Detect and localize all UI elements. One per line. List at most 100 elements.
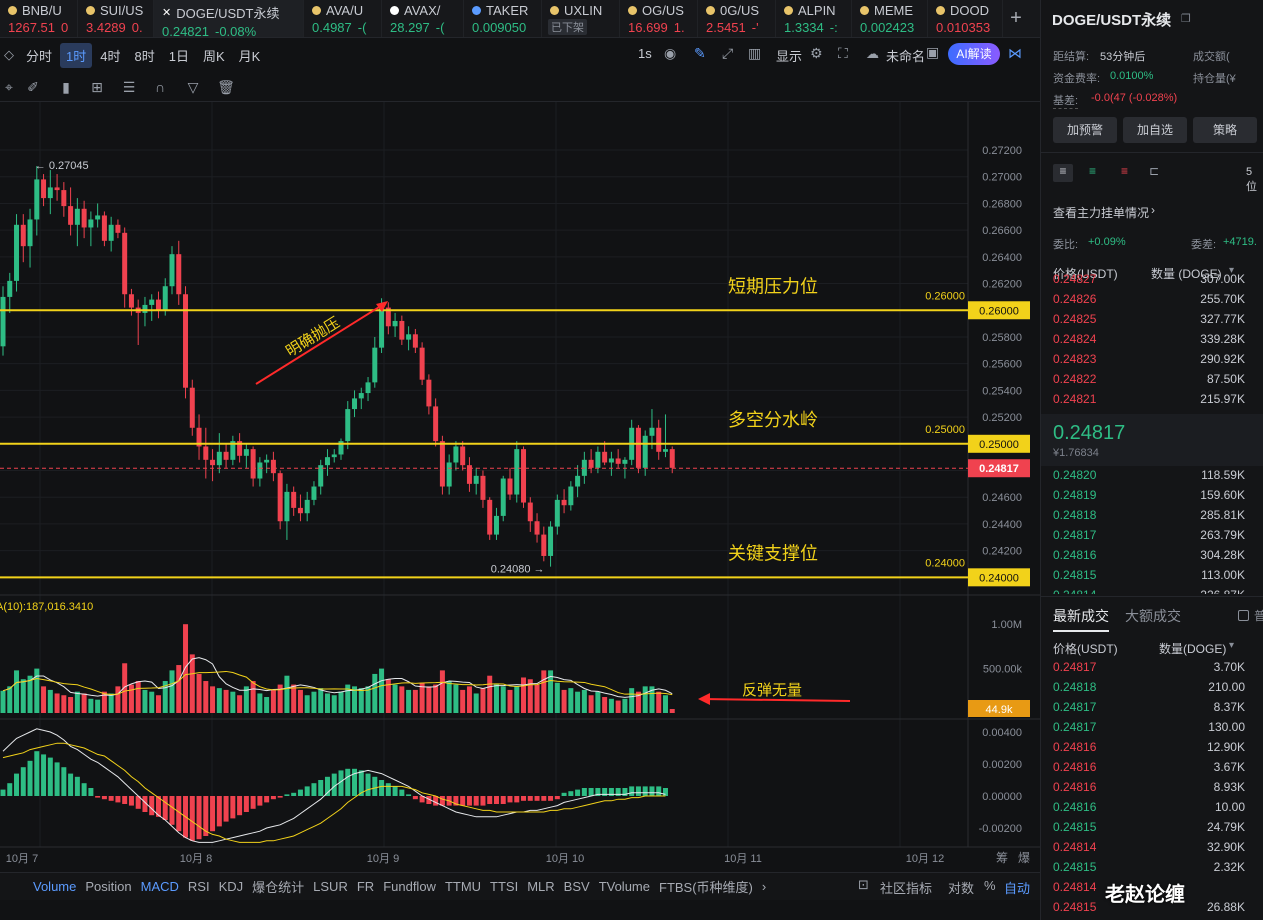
candle[interactable] bbox=[264, 454, 270, 474]
symbol-tab[interactable]: MEME 0.002423 bbox=[852, 0, 928, 37]
settings-icon[interactable]: ⚙ bbox=[810, 45, 823, 61]
symbol-tab[interactable]: BNB/U 1267.51 0 bbox=[0, 0, 78, 37]
candle[interactable] bbox=[392, 312, 398, 337]
indicator-4[interactable]: KDJ bbox=[218, 879, 244, 894]
tab-large-trades[interactable]: 大额成交 bbox=[1125, 608, 1181, 624]
candle[interactable] bbox=[68, 187, 74, 236]
candle-type-icon[interactable]: ▮ bbox=[62, 79, 70, 95]
camera-icon[interactable]: ◉ bbox=[664, 45, 677, 61]
candle[interactable] bbox=[183, 286, 189, 399]
tab-latest-trades[interactable]: 最新成交 bbox=[1053, 608, 1109, 624]
orderbook-row[interactable]: 0.24826 255.70K bbox=[1053, 292, 1253, 312]
candle[interactable] bbox=[575, 465, 581, 498]
candle[interactable] bbox=[439, 435, 445, 495]
candle[interactable] bbox=[324, 449, 330, 476]
candle[interactable] bbox=[433, 398, 439, 447]
candle[interactable] bbox=[237, 433, 243, 463]
percent-toggle[interactable]: % bbox=[984, 878, 996, 893]
book-bids-icon[interactable]: ≡ bbox=[1089, 164, 1097, 178]
candle[interactable] bbox=[115, 219, 121, 239]
indicator-10[interactable]: TTSI bbox=[490, 879, 519, 894]
candle[interactable] bbox=[406, 326, 412, 351]
candle[interactable] bbox=[615, 449, 621, 468]
candle[interactable] bbox=[500, 475, 506, 522]
cursor-icon[interactable]: ⌖ bbox=[5, 79, 13, 95]
candle[interactable] bbox=[514, 441, 520, 503]
timeframe-collapse-icon[interactable]: ◇ bbox=[4, 47, 14, 62]
candle[interactable] bbox=[642, 430, 648, 476]
candle[interactable] bbox=[41, 174, 47, 207]
candle[interactable] bbox=[534, 513, 540, 543]
candle[interactable] bbox=[493, 507, 499, 540]
timeframe-6[interactable]: 月K bbox=[238, 48, 261, 64]
candle[interactable] bbox=[20, 214, 26, 263]
candle[interactable] bbox=[608, 451, 614, 476]
candle[interactable] bbox=[81, 200, 87, 239]
indicator-6[interactable]: LSUR bbox=[313, 879, 348, 894]
candle[interactable] bbox=[277, 470, 283, 530]
filter-icon[interactable]: ▽ bbox=[187, 79, 199, 95]
candle[interactable] bbox=[216, 433, 222, 474]
candle[interactable] bbox=[0, 286, 6, 356]
candle[interactable] bbox=[554, 494, 560, 535]
trash-icon[interactable]: 🗑 bbox=[217, 79, 235, 95]
candle[interactable] bbox=[453, 441, 459, 471]
symbol-tab[interactable]: ALPIN 1.3334 -: bbox=[776, 0, 852, 37]
orderbook-row[interactable]: 0.24819 159.60K bbox=[1053, 488, 1253, 508]
candle[interactable] bbox=[223, 443, 229, 468]
orderbook-row[interactable]: 0.24827 307.00K bbox=[1053, 272, 1253, 292]
candle[interactable] bbox=[568, 481, 574, 511]
candle[interactable] bbox=[595, 446, 601, 474]
indicator-12[interactable]: BSV bbox=[563, 879, 590, 894]
candle[interactable] bbox=[142, 296, 148, 327]
orderbook-row[interactable]: 0.24820 118.59K bbox=[1053, 468, 1253, 488]
layout-name[interactable]: 未命名 bbox=[886, 49, 926, 64]
candle[interactable] bbox=[426, 374, 432, 415]
candle[interactable] bbox=[54, 174, 60, 201]
candle[interactable] bbox=[345, 401, 351, 450]
indicator-2[interactable]: MACD bbox=[140, 879, 179, 894]
candle[interactable] bbox=[635, 425, 641, 474]
symbol-tab[interactable]: SUI/US 3.4289 0. bbox=[78, 0, 154, 37]
timeframe-5[interactable]: 周K bbox=[202, 48, 225, 64]
candle[interactable] bbox=[372, 336, 378, 388]
candle[interactable] bbox=[656, 419, 662, 460]
candle[interactable] bbox=[196, 414, 202, 460]
symbol-tab[interactable]: AVA/U 0.4987 -( bbox=[304, 0, 382, 37]
candle[interactable] bbox=[176, 240, 182, 305]
interval-selector[interactable]: 1s bbox=[638, 46, 652, 61]
orderbook-row[interactable]: 0.24817 263.79K bbox=[1053, 528, 1253, 548]
add-alert-button[interactable]: 加预警 bbox=[1053, 117, 1117, 143]
symbol-tab[interactable]: ✕ DOGE/USDT永续 0.24821 -0.08% bbox=[154, 0, 304, 37]
orderbook-row[interactable]: 0.24823 290.92K bbox=[1053, 352, 1253, 372]
share-icon[interactable]: ⋈ bbox=[1008, 45, 1022, 61]
indicator-5[interactable]: 爆仓统计 bbox=[252, 880, 305, 895]
community-indicators[interactable]: 社区指标 bbox=[880, 881, 933, 896]
template-icon[interactable]: ☰ bbox=[122, 79, 136, 95]
timeframe-4[interactable]: 1日 bbox=[168, 48, 189, 64]
chip-toggle[interactable]: 筹 bbox=[996, 851, 1008, 865]
timeframe-0[interactable]: 分时 bbox=[26, 48, 53, 64]
chart-area[interactable]: 0.27200 0.27000 0.26800 0.26600 0.26400 0.262… bbox=[0, 102, 1040, 872]
filter-checkbox[interactable] bbox=[1238, 610, 1249, 621]
candle[interactable] bbox=[128, 288, 134, 316]
orderbook-row[interactable]: 0.24822 87.50K bbox=[1053, 372, 1253, 392]
candle[interactable] bbox=[358, 387, 364, 410]
candle[interactable] bbox=[88, 211, 94, 247]
candle[interactable] bbox=[74, 198, 80, 247]
candle[interactable] bbox=[135, 299, 141, 345]
candle[interactable] bbox=[487, 497, 493, 540]
candle[interactable] bbox=[230, 435, 236, 466]
indicator-13[interactable]: TVolume bbox=[598, 879, 650, 894]
indicator-3[interactable]: RSI bbox=[187, 879, 210, 894]
candle[interactable] bbox=[352, 390, 358, 418]
orderbook-row[interactable]: 0.24815 113.00K bbox=[1053, 568, 1253, 588]
candle[interactable] bbox=[446, 454, 452, 495]
indicator-14[interactable]: FTBS(币种维度) bbox=[659, 880, 753, 895]
candle[interactable] bbox=[47, 170, 53, 215]
candle[interactable] bbox=[602, 441, 608, 466]
candle[interactable] bbox=[149, 294, 155, 321]
candle[interactable] bbox=[588, 449, 594, 474]
cloud-icon[interactable]: ☁ bbox=[866, 46, 879, 61]
brush-icon[interactable]: ✐ bbox=[27, 79, 39, 95]
